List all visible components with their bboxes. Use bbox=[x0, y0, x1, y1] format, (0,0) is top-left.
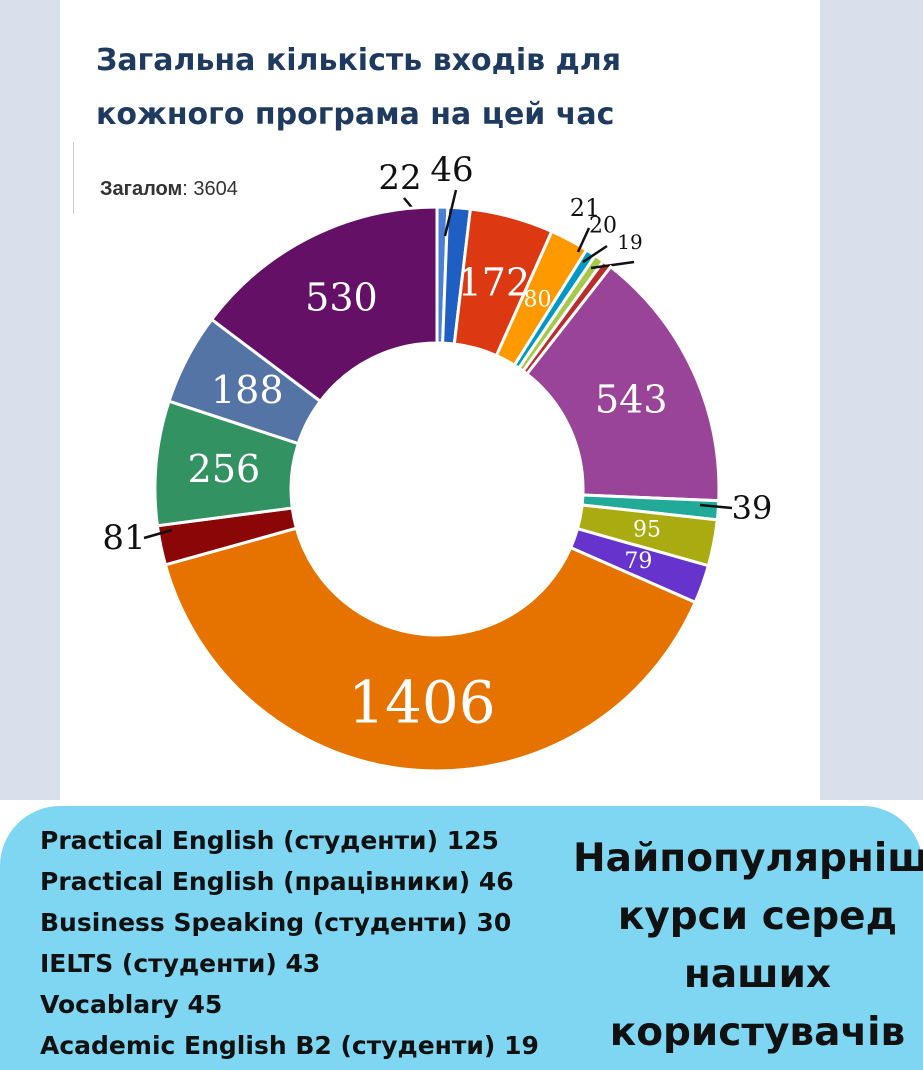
slice-data-label: 80 bbox=[524, 288, 552, 313]
popular-courses-headline: Найпопулярніші курси серед наших користу… bbox=[560, 830, 923, 1062]
total-summary: Загалом: 3604 bbox=[100, 178, 238, 201]
slice-data-label: 256 bbox=[188, 447, 261, 491]
slice-outside-label: 21 bbox=[570, 194, 601, 222]
slice-data-label: 95 bbox=[633, 517, 661, 542]
slice-outside-label: 20 bbox=[589, 214, 617, 239]
leader-line bbox=[576, 227, 591, 253]
pie-slice bbox=[163, 526, 698, 773]
headline-line-2: курси серед bbox=[617, 894, 898, 939]
slice-outside-label: 19 bbox=[617, 230, 642, 254]
course-list: Practical English (студенти) 125 Practic… bbox=[40, 820, 539, 1066]
page-background-left bbox=[0, 0, 60, 800]
course-list-item: IELTS (студенти) 43 bbox=[40, 949, 321, 978]
leader-line bbox=[699, 503, 733, 510]
leader-line bbox=[143, 528, 173, 540]
leader-line bbox=[582, 244, 608, 264]
page-background-right bbox=[820, 0, 923, 800]
slice-data-label: 172 bbox=[458, 261, 531, 305]
slice-outside-label: 81 bbox=[102, 518, 145, 558]
footer-panel bbox=[0, 806, 923, 1070]
chart-title-line-2: кожного програма на цей час bbox=[96, 97, 615, 132]
headline-line-3: наших bbox=[683, 952, 832, 997]
slice-outside-label: 22 bbox=[378, 158, 421, 198]
headline-line-4: користувачів bbox=[609, 1010, 906, 1055]
slice-outside-label: 46 bbox=[430, 150, 473, 190]
slice-outside-label: 39 bbox=[732, 489, 773, 527]
leader-line bbox=[590, 260, 635, 270]
slice-data-label: 79 bbox=[624, 549, 652, 574]
pie-slice bbox=[209, 205, 439, 404]
pie-slice bbox=[524, 264, 721, 503]
leader-line bbox=[443, 189, 458, 237]
slice-data-label: 1406 bbox=[348, 668, 496, 736]
slice-data-label: 543 bbox=[595, 377, 668, 421]
total-value: : 3604 bbox=[182, 178, 238, 200]
course-list-item: Academic English B2 (студенти) 19 bbox=[40, 1031, 539, 1060]
divider bbox=[73, 142, 74, 214]
course-list-item: Practical English (студенти) 125 bbox=[40, 826, 499, 855]
total-label: Загалом bbox=[100, 178, 183, 200]
slice-data-label: 188 bbox=[211, 368, 284, 412]
course-list-item: Practical English (працівники) 46 bbox=[40, 867, 514, 896]
chart-title: Загальна кількість входів для кожного пр… bbox=[96, 34, 716, 142]
course-list-item: Vocablary 45 bbox=[40, 990, 223, 1019]
course-list-item: Business Speaking (студенти) 30 bbox=[40, 908, 512, 937]
headline-line-1: Найпопулярніші bbox=[572, 836, 923, 881]
chart-title-line-1: Загальна кількість входів для bbox=[96, 43, 621, 78]
slice-data-label: 530 bbox=[305, 276, 378, 320]
